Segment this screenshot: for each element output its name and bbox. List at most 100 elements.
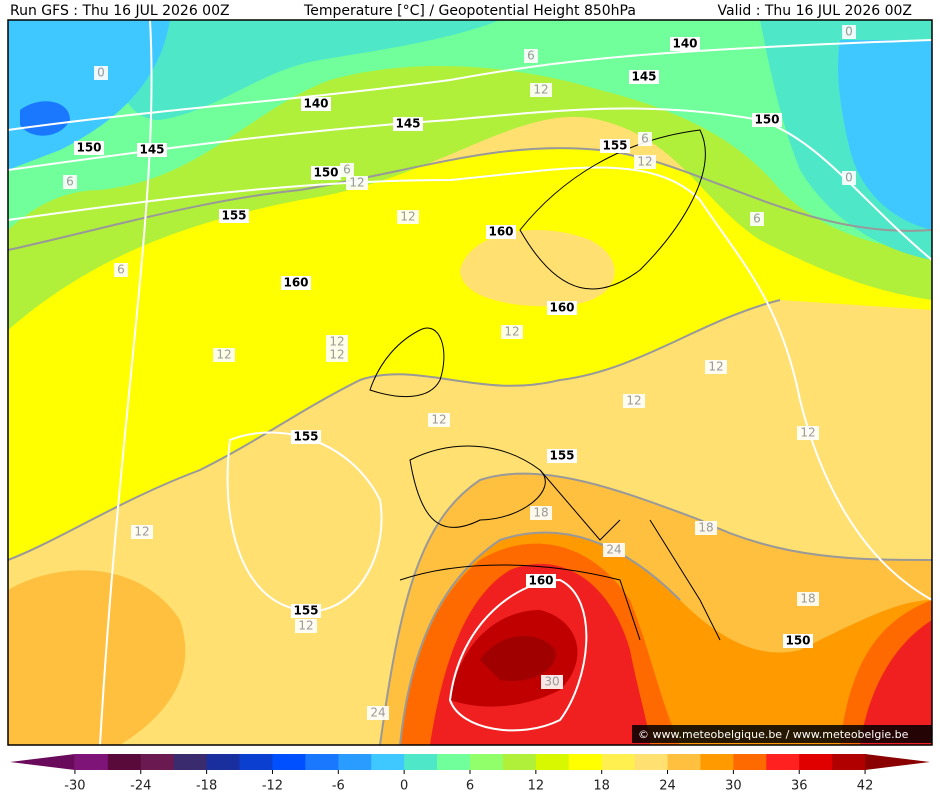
height-label-bg	[547, 301, 577, 315]
height-label-bg	[783, 634, 813, 648]
colorbar-bin	[10, 754, 75, 770]
temperature-label-bg	[114, 263, 128, 277]
temperature-label: 12	[400, 210, 415, 224]
colorbar-bin	[535, 754, 570, 770]
temperature-label: 12	[349, 176, 364, 190]
colorbar-bin	[239, 754, 273, 770]
watermark: © www.meteobelgique.be / www.meteobelgie…	[638, 728, 909, 741]
temperature-label-bg	[326, 348, 348, 362]
temperature-label: 12	[800, 426, 815, 440]
height-label-bg	[219, 209, 249, 223]
temperature-label: 0	[845, 171, 853, 185]
temperature-label: 12	[216, 348, 231, 362]
height-label-bg	[301, 97, 331, 111]
header-valid: Valid : Thu 16 JUL 2026 00Z	[718, 3, 912, 19]
temperature-label-bg	[346, 176, 368, 190]
temperature-label-bg	[797, 592, 819, 606]
watermark-box	[632, 725, 932, 743]
colorbar-bin	[601, 754, 636, 770]
colorbar-tick-label: -6	[332, 779, 345, 794]
colorbar-tick-label: 30	[725, 779, 742, 794]
colorbar-bin	[74, 754, 109, 770]
temperature-label-bg	[750, 212, 764, 226]
height-label: 145	[631, 70, 656, 84]
temperature-label-bg	[705, 360, 727, 374]
colorbar-bin	[404, 754, 438, 770]
temperature-label-bg	[428, 413, 450, 427]
temperature-label: 18	[800, 592, 815, 606]
colorbar-bin	[338, 754, 372, 770]
temperature-label: 12	[533, 83, 548, 97]
height-label-bg	[629, 70, 659, 84]
temperature-label: 6	[66, 175, 74, 189]
temperature-label-bg	[530, 83, 552, 97]
coastlines	[369, 129, 721, 641]
colorbar-bin	[206, 754, 241, 770]
height-label-bg	[291, 604, 321, 618]
field	[8, 570, 186, 745]
colorbar-tick-label: -12	[262, 779, 283, 794]
height-label-bg	[752, 113, 782, 127]
temperature-label: 12	[637, 155, 652, 169]
height-label-bg	[311, 166, 341, 180]
colorbar-tick-label: 18	[593, 779, 610, 794]
height-label: 160	[488, 225, 513, 239]
height-label-bg	[600, 139, 630, 153]
temperature-label: 12	[329, 348, 344, 362]
colorbar-bin	[733, 754, 767, 770]
colorbar-bin	[766, 754, 800, 770]
temperature-label-bg	[295, 619, 317, 633]
temperature-label: 18	[533, 506, 548, 520]
temperature-label-bg	[634, 155, 656, 169]
temperature-label-bg	[326, 335, 348, 349]
colorbar-bin	[667, 754, 701, 770]
colorbar-bin	[700, 754, 734, 770]
field	[480, 636, 556, 681]
temperature-label-bg	[501, 325, 523, 339]
height-label: 155	[221, 209, 246, 223]
height-label-bg	[291, 430, 321, 444]
temperature-label-bg	[94, 66, 108, 80]
colorbar-tick-label: 0	[400, 779, 408, 794]
temperature-label-bg	[797, 426, 819, 440]
temperature-label-bg	[541, 675, 563, 689]
colorbar-bin	[371, 754, 405, 770]
height-label: 150	[754, 113, 779, 127]
height-contours	[7, 19, 933, 746]
colorbar: -30 -24 -18 -12 -6 0 6 12 18 24 30 36 42	[10, 754, 930, 794]
temperature-label-bg	[367, 706, 389, 720]
colorbar-tick-label: 6	[466, 779, 474, 794]
height-label: 160	[549, 301, 574, 315]
height-label: 155	[293, 430, 318, 444]
height-label: 145	[139, 143, 164, 157]
height-label-bg	[393, 117, 423, 131]
temperature-label-bg	[842, 171, 856, 185]
colorbar-bin	[799, 754, 833, 770]
colorbar-tick-label: 12	[528, 779, 545, 794]
temperature-label-bg	[340, 163, 354, 177]
contour-labels: 140 145 140 145 150 155 150 145 150 155 160 160 160 1…	[63, 25, 856, 720]
temperature-label: 18	[698, 521, 713, 535]
isotherms	[7, 147, 933, 746]
temperature-label: 30	[544, 675, 559, 689]
colorbar-bin	[305, 754, 339, 770]
temperature-label-bg	[603, 543, 625, 557]
field	[460, 230, 615, 307]
temperature-label-bg	[63, 175, 77, 189]
temperature-label: 6	[641, 132, 649, 146]
height-label: 150	[76, 141, 101, 155]
temperature-label: 6	[753, 212, 761, 226]
colorbar-tick-label: 24	[659, 779, 676, 794]
field	[8, 148, 932, 560]
temperature-label: 12	[626, 394, 641, 408]
header-run: Run GFS : Thu 16 JUL 2026 00Z	[10, 3, 230, 19]
colorbar-bin	[140, 754, 175, 770]
colorbar-tick-label: 36	[791, 779, 808, 794]
height-label-bg	[526, 574, 556, 588]
colorbar-tick-label: -24	[130, 779, 151, 794]
colorbar-bin	[437, 754, 471, 770]
temperature-label: 12	[329, 335, 344, 349]
height-label: 155	[549, 449, 574, 463]
